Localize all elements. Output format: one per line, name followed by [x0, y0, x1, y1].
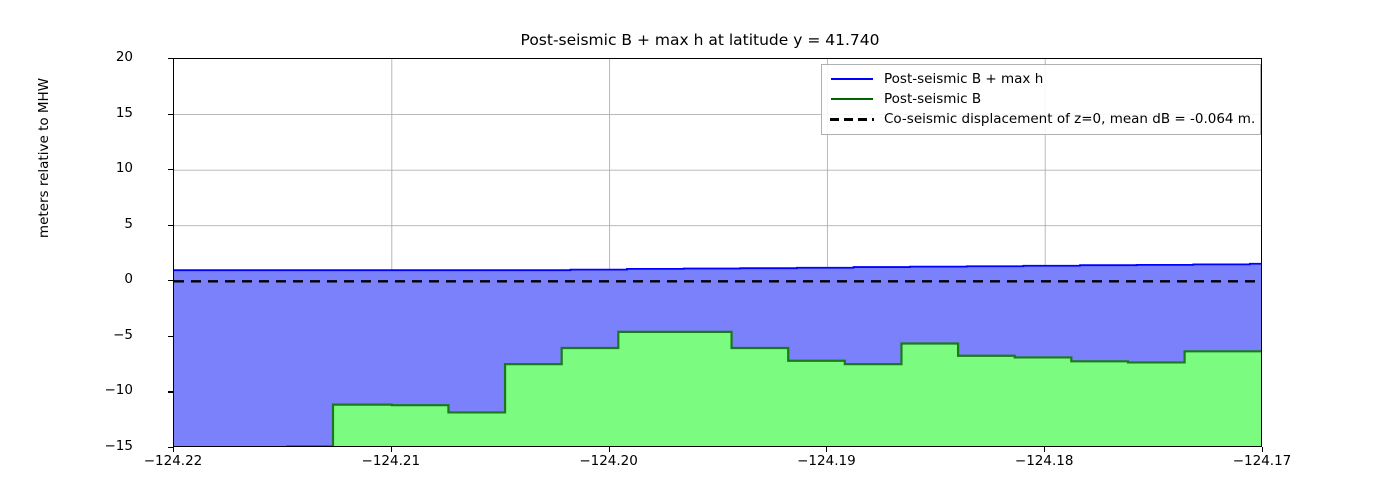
x-tick-mark	[608, 447, 610, 452]
legend-swatch-line-icon	[828, 92, 876, 106]
x-tick-label: −124.18	[1014, 453, 1074, 469]
y-tick-mark	[168, 58, 173, 60]
legend-swatch-line-icon	[828, 72, 876, 86]
y-tick-label: 15	[115, 104, 133, 121]
y-tick-label: −15	[104, 438, 134, 454]
legend: Post-seismic B + max h Post-seismic B Co…	[821, 64, 1261, 135]
series-fill-post-seismic-b	[332, 331, 1261, 446]
x-tick-mark	[1262, 447, 1264, 452]
y-tick-mark	[168, 335, 173, 337]
y-axis-label: meters relative to MHW	[36, 77, 52, 239]
legend-item-label: Post-seismic B + max h	[884, 71, 1044, 87]
y-tick-mark	[168, 280, 173, 282]
x-tick-mark	[1044, 447, 1046, 452]
legend-item: Post-seismic B	[828, 89, 1254, 109]
page-title: Post-seismic B + max h at latitude y = 4…	[520, 31, 880, 49]
y-tick-mark	[168, 447, 173, 449]
y-tick-mark	[168, 169, 173, 171]
series-line-post-seismic-b	[286, 330, 1261, 446]
series-line-post-seismic-b-plus-max-h	[174, 262, 1261, 272]
x-tick-mark	[173, 447, 175, 452]
y-tick-mark	[168, 224, 173, 226]
y-tick-mark	[168, 391, 173, 393]
y-tick-label: 20	[115, 49, 133, 65]
x-tick-label: −124.22	[143, 453, 203, 469]
x-tick-label: −124.19	[797, 453, 856, 469]
y-tick-label: −10	[104, 382, 134, 399]
x-tick-mark	[826, 447, 828, 452]
legend-swatch-dashed-line-icon	[828, 112, 876, 126]
y-tick-label: 5	[124, 215, 133, 232]
x-tick-mark	[390, 447, 392, 452]
legend-item-label: Post-seismic B	[884, 91, 982, 107]
x-tick-label: −124.17	[1232, 453, 1292, 469]
x-tick-label: −124.20	[579, 453, 638, 469]
y-tick-label: −5	[113, 326, 133, 343]
y-tick-mark	[168, 113, 173, 115]
x-tick-label: −124.21	[361, 453, 421, 469]
legend-item: Co-seismic displacement of z=0, mean dB …	[828, 109, 1256, 129]
y-tick-label: 0	[124, 271, 133, 288]
legend-item-label: Co-seismic displacement of z=0, mean dB …	[884, 111, 1256, 127]
y-tick-label: 10	[115, 160, 133, 177]
legend-item: Post-seismic B + max h	[828, 69, 1254, 89]
